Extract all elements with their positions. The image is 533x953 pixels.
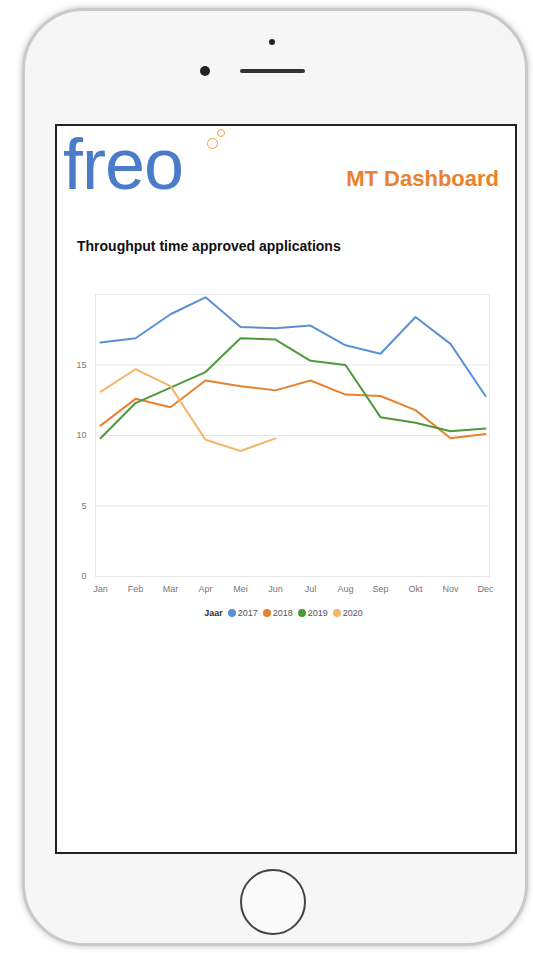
html-text:freo: freo: [63, 124, 184, 204]
svg-text:Nov: Nov: [442, 584, 459, 594]
svg-text:Aug: Aug: [337, 584, 353, 594]
html-text:2017: 2017: [237, 608, 258, 618]
html-text:2019: 2019: [307, 608, 328, 618]
svg-text:Jan: Jan: [93, 584, 108, 594]
svg-text:0: 0: [81, 571, 86, 581]
svg-text:10: 10: [76, 430, 86, 440]
svg-text:Sep: Sep: [372, 584, 388, 594]
html-text:Jaar: Jaar: [204, 608, 223, 618]
svg-text:Apr: Apr: [198, 584, 212, 594]
html-text:2020: 2020: [342, 608, 363, 618]
svg-text:Mei: Mei: [233, 584, 248, 594]
html-text:Throughput time approved appli: Throughput time approved applications: [77, 238, 341, 254]
svg-text:Dec: Dec: [477, 584, 494, 594]
html-text:2018: 2018: [272, 608, 293, 618]
svg-text:15: 15: [76, 360, 86, 370]
svg-text:Mar: Mar: [163, 584, 179, 594]
html-text:MT Dashboard: MT Dashboard: [346, 166, 499, 191]
svg-text:Okt: Okt: [408, 584, 423, 594]
svg-text:Jun: Jun: [268, 584, 283, 594]
svg-text:5: 5: [81, 501, 86, 511]
svg-text:Feb: Feb: [128, 584, 144, 594]
svg-text:Jul: Jul: [305, 584, 317, 594]
